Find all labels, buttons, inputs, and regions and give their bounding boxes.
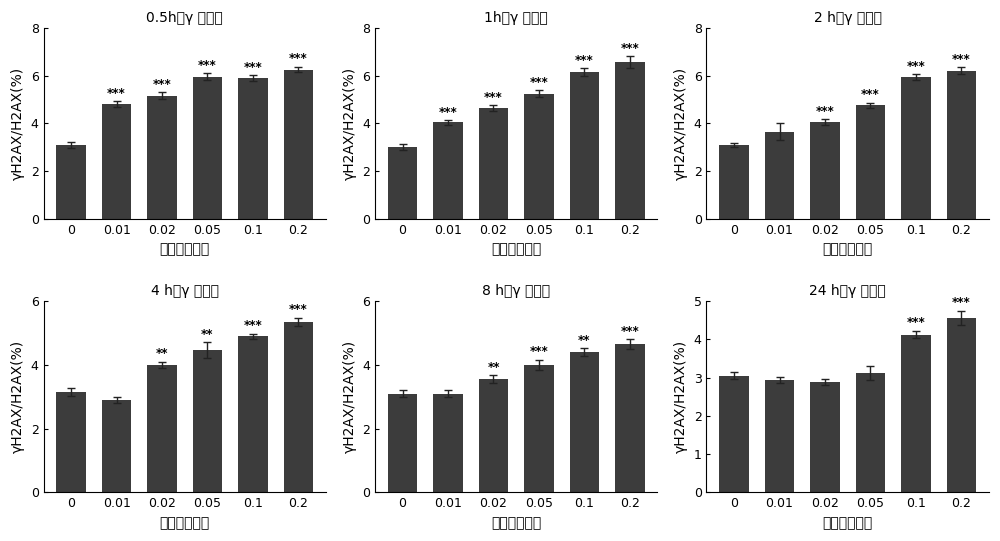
X-axis label: 剂量（戜瑞）: 剂量（戜瑞）: [160, 516, 210, 530]
Text: ***: ***: [198, 59, 217, 72]
X-axis label: 剂量（戜瑞）: 剂量（戜瑞）: [160, 242, 210, 256]
Bar: [947, 318, 976, 492]
Text: ***: ***: [484, 91, 503, 104]
Bar: [856, 105, 885, 219]
Y-axis label: γH2AX/H2AX(%): γH2AX/H2AX(%): [674, 67, 688, 180]
Bar: [433, 122, 463, 219]
Text: **: **: [487, 361, 500, 374]
Bar: [810, 382, 840, 492]
Title: 8 h（γ 射线）: 8 h（γ 射线）: [482, 285, 550, 299]
Text: ***: ***: [530, 345, 548, 358]
Bar: [284, 322, 313, 492]
Text: ***: ***: [861, 88, 880, 101]
Bar: [947, 71, 976, 219]
Bar: [388, 147, 417, 219]
Bar: [901, 335, 931, 492]
Bar: [388, 393, 417, 492]
Text: **: **: [156, 347, 168, 360]
Bar: [479, 379, 508, 492]
Y-axis label: γH2AX/H2AX(%): γH2AX/H2AX(%): [343, 340, 357, 453]
X-axis label: 剂量（戜瑞）: 剂量（戜瑞）: [491, 242, 541, 256]
Text: ***: ***: [153, 78, 171, 91]
Bar: [433, 393, 463, 492]
Text: ***: ***: [530, 76, 548, 89]
Bar: [238, 78, 268, 219]
Y-axis label: γH2AX/H2AX(%): γH2AX/H2AX(%): [674, 340, 688, 453]
X-axis label: 剂量（戜瑞）: 剂量（戜瑞）: [823, 242, 873, 256]
Bar: [102, 400, 131, 492]
Text: ***: ***: [244, 319, 262, 332]
Bar: [524, 365, 554, 492]
Title: 1h（γ 射线）: 1h（γ 射线）: [484, 11, 548, 25]
Bar: [479, 108, 508, 219]
Text: ***: ***: [620, 325, 639, 338]
Y-axis label: γH2AX/H2AX(%): γH2AX/H2AX(%): [343, 67, 357, 180]
Bar: [193, 77, 222, 219]
Bar: [719, 375, 749, 492]
Bar: [570, 72, 599, 219]
Text: ***: ***: [289, 304, 308, 316]
Title: 2 h（γ 射线）: 2 h（γ 射线）: [814, 11, 882, 25]
Text: **: **: [201, 328, 214, 341]
X-axis label: 剂量（戜瑞）: 剂量（戜瑞）: [491, 516, 541, 530]
Bar: [719, 145, 749, 219]
Bar: [147, 96, 177, 219]
Bar: [615, 344, 645, 492]
Bar: [810, 122, 840, 219]
Title: 0.5h（γ 射线）: 0.5h（γ 射线）: [146, 11, 223, 25]
Bar: [147, 365, 177, 492]
Y-axis label: γH2AX/H2AX(%): γH2AX/H2AX(%): [11, 67, 25, 180]
Text: ***: ***: [952, 296, 971, 309]
Text: ***: ***: [244, 61, 262, 74]
Bar: [765, 132, 794, 219]
Text: ***: ***: [906, 316, 925, 329]
Text: ***: ***: [107, 87, 126, 100]
Text: ***: ***: [439, 105, 457, 118]
Text: ***: ***: [952, 53, 971, 66]
Bar: [901, 77, 931, 219]
Bar: [102, 104, 131, 219]
Bar: [615, 62, 645, 219]
Bar: [193, 351, 222, 492]
Text: ***: ***: [289, 52, 308, 65]
Y-axis label: γH2AX/H2AX(%): γH2AX/H2AX(%): [11, 340, 25, 453]
X-axis label: 剂量（戜瑞）: 剂量（戜瑞）: [823, 516, 873, 530]
Bar: [524, 94, 554, 219]
Bar: [56, 145, 86, 219]
Bar: [284, 70, 313, 219]
Bar: [238, 336, 268, 492]
Text: ***: ***: [575, 54, 594, 67]
Title: 4 h（γ 射线）: 4 h（γ 射线）: [151, 285, 219, 299]
Text: ***: ***: [906, 60, 925, 72]
Bar: [765, 380, 794, 492]
Text: ***: ***: [620, 42, 639, 55]
Text: ***: ***: [816, 105, 834, 118]
Bar: [856, 373, 885, 492]
Title: 24 h（γ 射线）: 24 h（γ 射线）: [809, 285, 886, 299]
Text: **: **: [578, 334, 591, 347]
Bar: [570, 352, 599, 492]
Bar: [56, 392, 86, 492]
